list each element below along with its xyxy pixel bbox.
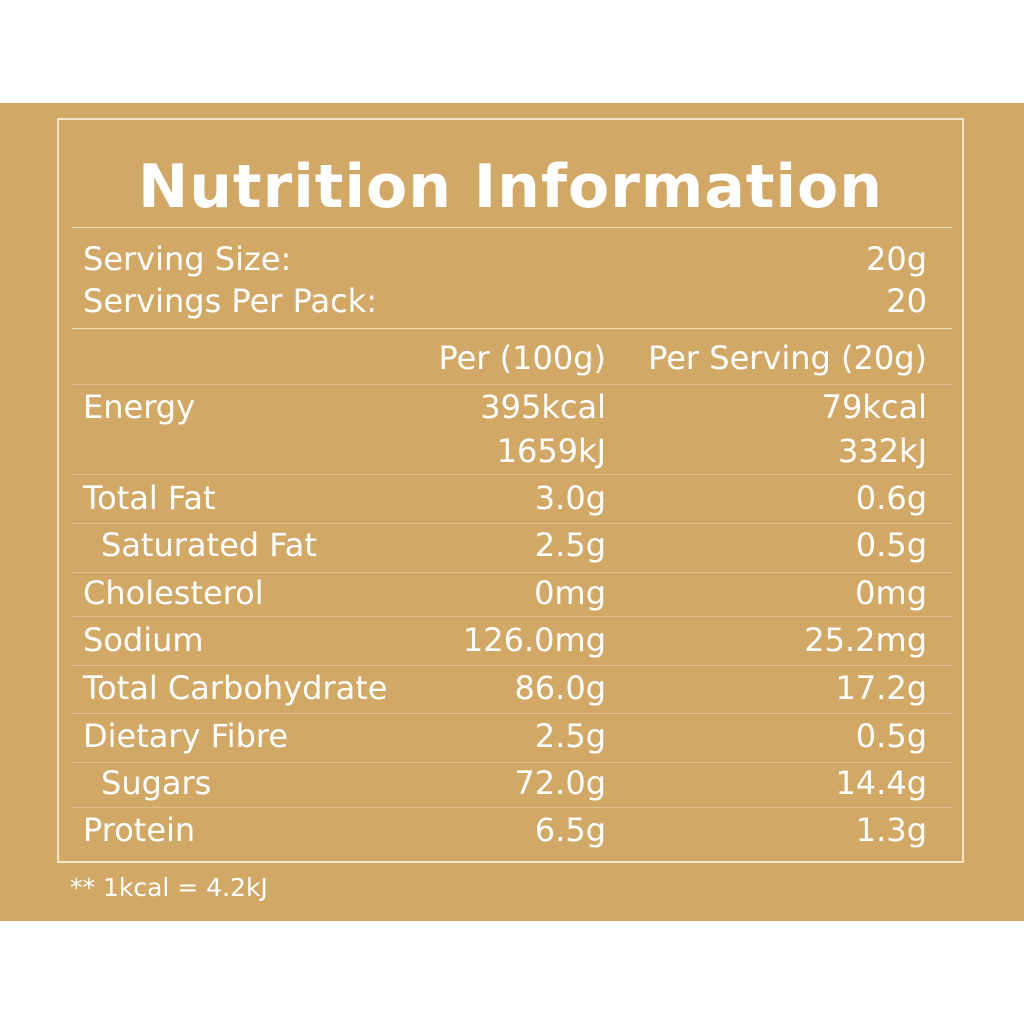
row-divider — [72, 807, 952, 808]
column-header-per-100g: Per (100g) — [438, 339, 606, 377]
sugars-per-serving: 14.4g — [835, 764, 927, 802]
row-divider — [72, 665, 952, 666]
energy-per-serving-kj: 332kJ — [837, 432, 927, 470]
sodium-per-100g: 126.0mg — [462, 621, 606, 659]
row-label-cholesterol: Cholesterol — [83, 574, 264, 612]
row-divider — [72, 523, 952, 524]
column-header-per-serving: Per Serving (20g) — [648, 339, 927, 377]
total-carbohydrate-per-serving: 17.2g — [835, 669, 927, 707]
energy-per-100g-kcal: 395kcal — [480, 388, 606, 426]
total-fat-per-serving: 0.6g — [855, 479, 927, 517]
energy-per-serving-kcal: 79kcal — [821, 388, 927, 426]
dietary-fibre-per-100g: 2.5g — [534, 717, 606, 755]
title-divider — [72, 227, 952, 228]
servings-per-pack-label: Servings Per Pack: — [83, 282, 377, 320]
serving-divider — [72, 328, 952, 329]
saturated-fat-per-100g: 2.5g — [534, 526, 606, 564]
row-label-total-fat: Total Fat — [83, 479, 216, 517]
sugars-per-100g: 72.0g — [514, 764, 606, 802]
row-divider — [72, 474, 952, 475]
row-label-sugars: Sugars — [101, 764, 212, 802]
row-label-sodium: Sodium — [83, 621, 204, 659]
energy-conversion-footnote: ** 1kcal = 4.2kJ — [70, 873, 268, 902]
nutrition-table-frame: Nutrition Information Serving Size: 20g … — [57, 118, 964, 863]
row-label-protein: Protein — [83, 811, 196, 849]
protein-per-serving: 1.3g — [855, 811, 927, 849]
protein-per-100g: 6.5g — [534, 811, 606, 849]
row-label-dietary-fibre: Dietary Fibre — [83, 717, 289, 755]
total-carbohydrate-per-100g: 86.0g — [514, 669, 606, 707]
serving-size-label: Serving Size: — [83, 240, 292, 278]
row-label-energy: Energy — [83, 388, 196, 426]
nutrition-panel: Nutrition Information Serving Size: 20g … — [0, 103, 1024, 921]
row-divider — [72, 713, 952, 714]
row-divider — [72, 616, 952, 617]
row-divider — [72, 762, 952, 763]
serving-size-value: 20g — [865, 240, 927, 278]
row-divider — [72, 572, 952, 573]
row-divider — [72, 384, 952, 385]
total-fat-per-100g: 3.0g — [534, 479, 606, 517]
servings-per-pack-value: 20 — [886, 282, 927, 320]
page-title: Nutrition Information — [138, 152, 883, 222]
cholesterol-per-100g: 0mg — [534, 574, 606, 612]
sodium-per-serving: 25.2mg — [804, 621, 927, 659]
energy-per-100g-kj: 1659kJ — [496, 432, 606, 470]
dietary-fibre-per-serving: 0.5g — [855, 717, 927, 755]
saturated-fat-per-serving: 0.5g — [855, 526, 927, 564]
row-label-saturated-fat: Saturated Fat — [101, 526, 317, 564]
cholesterol-per-serving: 0mg — [855, 574, 927, 612]
row-label-total-carbohydrate: Total Carbohydrate — [83, 669, 388, 707]
